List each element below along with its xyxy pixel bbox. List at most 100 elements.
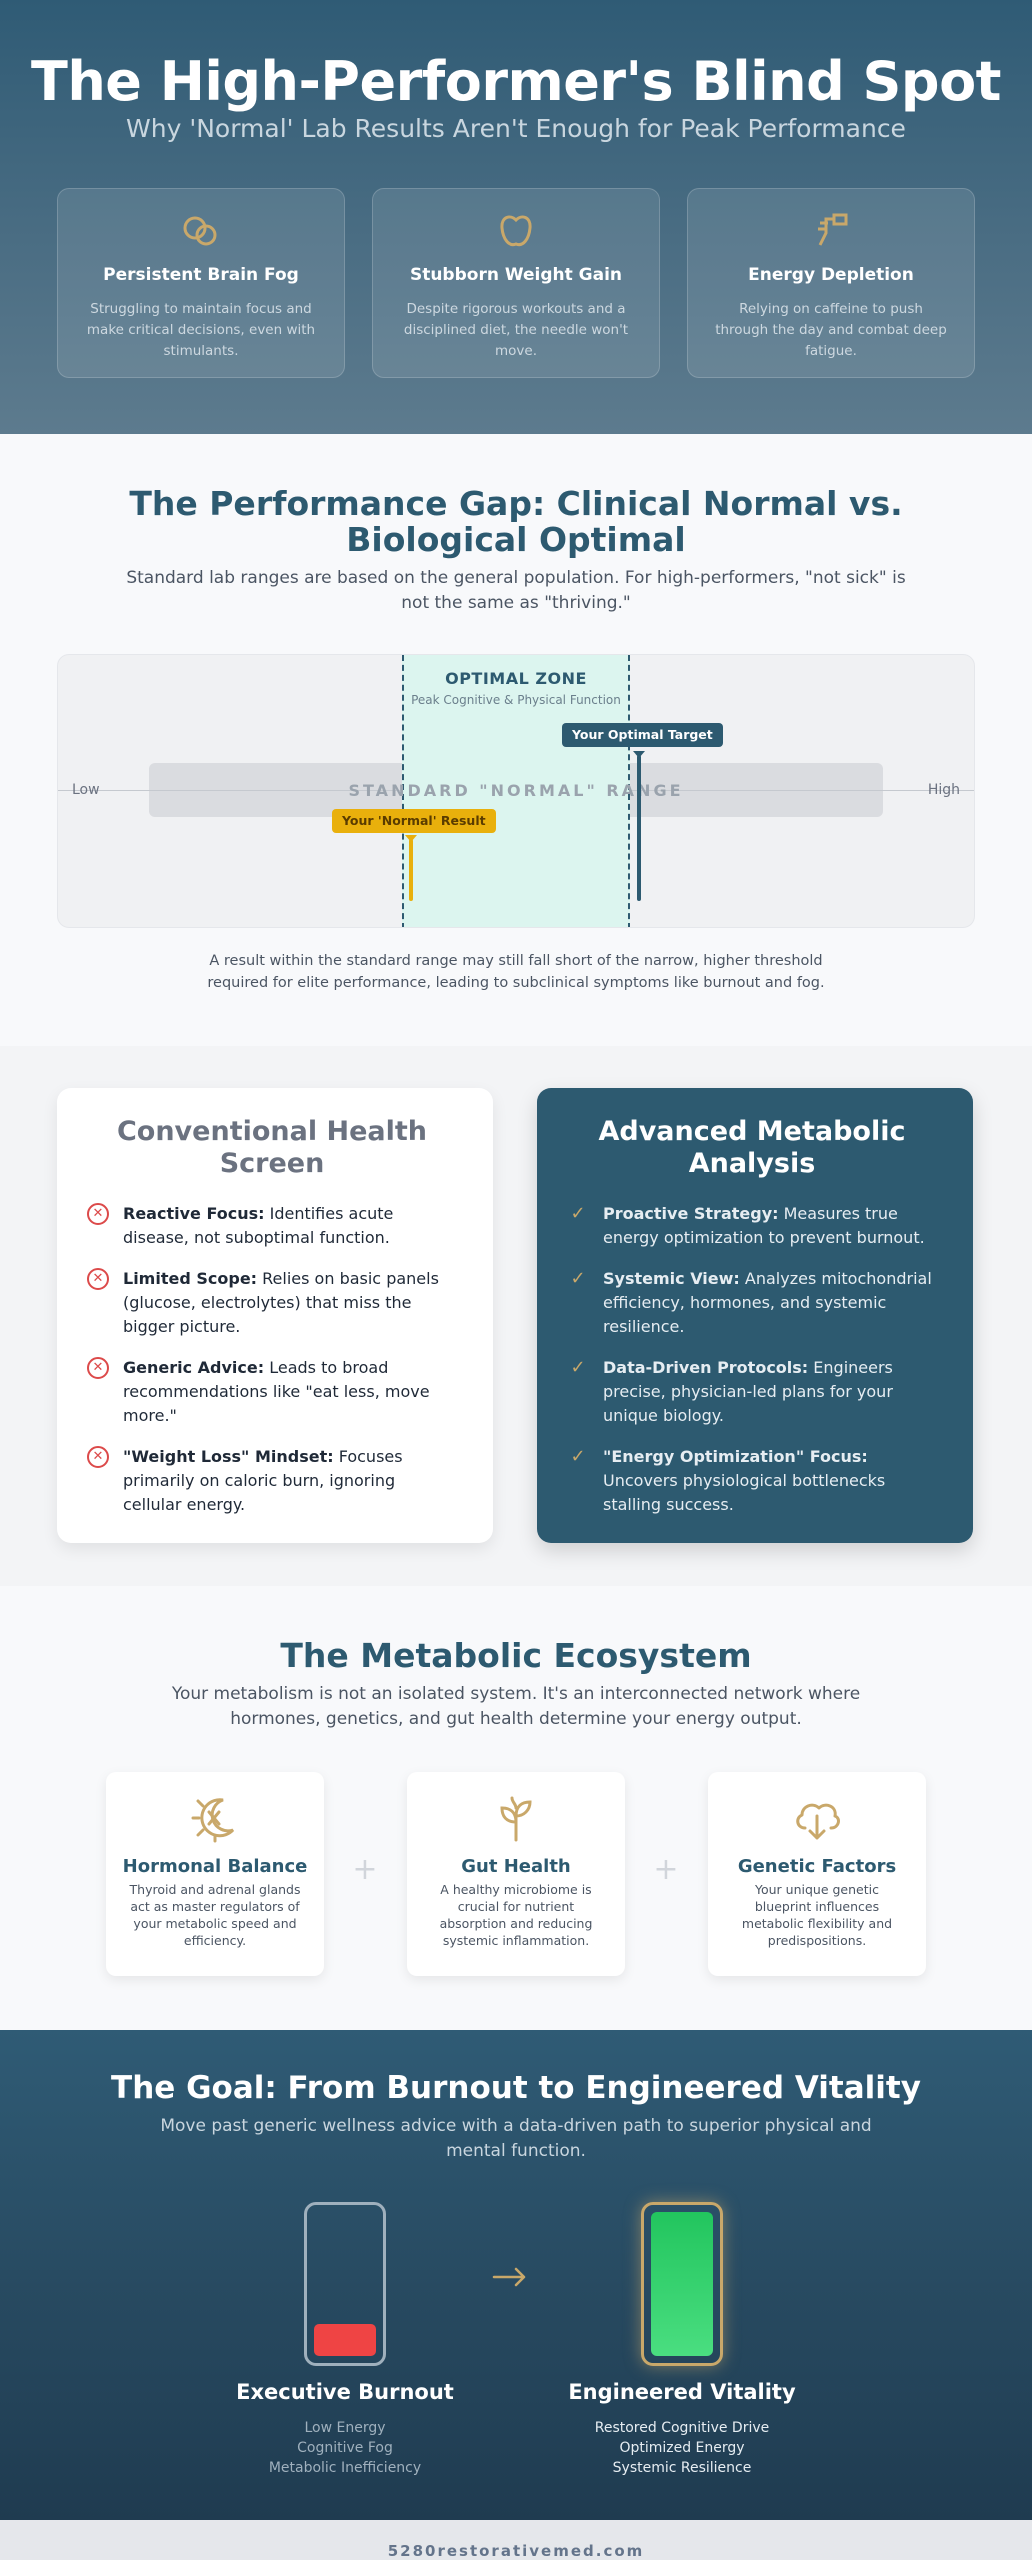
hero-subtitle: Why 'Normal' Lab Results Aren't Enough f…: [126, 114, 906, 143]
conventional-screen-panel: Conventional Health Screen ✕ Reactive Foc…: [57, 1088, 493, 1543]
symptom-card-title: Stubborn Weight Gain: [409, 265, 623, 285]
gap-caption: A result within the standard range may s…: [207, 953, 825, 991]
standard-range-label: STANDARD "NORMAL" RANGE: [348, 781, 684, 800]
item-heading: "Energy Optimization" Focus:: [603, 1447, 868, 1466]
battery-fill-full: [651, 2212, 713, 2356]
ecosystem-card-title: Genetic Factors: [737, 1856, 897, 1877]
sun-moon-icon: [189, 1792, 241, 1844]
normal-result-label: Your 'Normal' Result: [332, 809, 496, 833]
optimal-zone: OPTIMAL ZONE Peak Cognitive & Physical F…: [402, 655, 630, 927]
vitality-line: Restored Cognitive Drive: [594, 2420, 770, 2436]
symptom-card-title: Energy Depletion: [748, 265, 914, 285]
list-item: ✓ "Energy Optimization" Focus: Uncovers p…: [567, 1445, 937, 1517]
item-text: Focuses primarily on caloric burn, ignor…: [123, 1447, 403, 1514]
list-item: ✓ Proactive Strategy: Measures true energ…: [567, 1202, 937, 1250]
check-icon: ✓: [570, 1268, 586, 1289]
symptom-card-text: Despite rigorous workouts and a discipli…: [403, 301, 629, 359]
list-item: ✕ Generic Advice: Leads to broad recommen…: [87, 1356, 457, 1428]
optimal-zone-subtitle: Peak Cognitive & Physical Function: [411, 693, 621, 707]
ecosystem-card-genetic: Genetic Factors Your unique genetic blue…: [708, 1772, 926, 1976]
item-heading: Data-Driven Protocols:: [603, 1358, 809, 1377]
x-circle-icon: ✕: [87, 1268, 109, 1290]
item-heading: Systemic View:: [603, 1269, 740, 1288]
ecosystem-card-text: A healthy microbiome is crucial for nutr…: [439, 1882, 593, 1948]
x-circle-icon: ✕: [87, 1357, 109, 1379]
symptom-cards: Persistent Brain Fog Struggling to maint…: [57, 188, 975, 378]
conventional-title: Conventional Health Screen: [116, 1116, 428, 1179]
apple-icon: [495, 211, 537, 251]
normal-result-marker: [409, 839, 413, 901]
list-item: ✕ "Weight Loss" Mindset: Focuses primaril…: [87, 1445, 457, 1517]
list-item: ✕ Limited Scope: Relies on basic panels (…: [87, 1267, 457, 1339]
vitality-benefits: Restored Cognitive Drive Optimized Energ…: [532, 2418, 832, 2478]
check-icon: ✓: [570, 1446, 586, 1467]
item-text: Analyzes mitochondrial efficiency, hormo…: [603, 1269, 932, 1336]
check-icon: ✓: [570, 1357, 586, 1378]
plus-icon: +: [653, 1852, 679, 1887]
burnout-line: Metabolic Inefficiency: [268, 2460, 422, 2476]
item-heading: "Weight Loss" Mindset:: [123, 1447, 334, 1466]
normal-result-pointer: [405, 835, 417, 842]
metabolic-ecosystem-section: The Metabolic Ecosystem Your metabolism …: [0, 1586, 1032, 2030]
vitality-line: Systemic Resilience: [612, 2460, 752, 2476]
hero-section: The High-Performer's Blind Spot Why 'Nor…: [0, 0, 1032, 434]
cloud-download-icon: [791, 1792, 843, 1844]
arrow-right-icon: [490, 2262, 530, 2292]
item-text: Identifies acute disease, not suboptimal…: [123, 1204, 394, 1247]
item-heading: Reactive Focus:: [123, 1204, 265, 1223]
symptom-card-text: Struggling to maintain focus and make cr…: [86, 301, 316, 359]
goal-description: Move past generic wellness advice with a…: [160, 2116, 872, 2161]
footer-website-link[interactable]: 5280restorativemed.com: [387, 2542, 645, 2560]
list-item: ✕ Reactive Focus: Identifies acute diseas…: [87, 1202, 457, 1250]
optimal-target-pointer: [633, 751, 645, 758]
advanced-list: ✓ Proactive Strategy: Measures true energ…: [567, 1202, 937, 1517]
full-battery-icon: [641, 2202, 723, 2366]
gap-title: The Performance Gap: Clinical Normal vs.…: [129, 484, 903, 559]
check-icon: ✓: [570, 1203, 586, 1224]
list-item: ✓ Data-Driven Protocols: Engineers precis…: [567, 1356, 937, 1428]
optimal-target-marker: [637, 755, 641, 901]
ecosystem-card-hormonal: Hormonal Balance Thyroid and adrenal gla…: [106, 1772, 324, 1976]
plus-icon: +: [352, 1852, 378, 1887]
battery-fill-low: [314, 2324, 376, 2356]
sprout-icon: [490, 1792, 542, 1844]
x-circle-icon: ✕: [87, 1446, 109, 1468]
item-heading: Proactive Strategy:: [603, 1204, 779, 1223]
item-heading: Limited Scope:: [123, 1269, 258, 1288]
advanced-title: Advanced Metabolic Analysis: [598, 1116, 906, 1179]
conventional-list: ✕ Reactive Focus: Identifies acute diseas…: [87, 1202, 457, 1517]
goal-section: The Goal: From Burnout to Engineered Vit…: [0, 2030, 1032, 2520]
item-text: Measures true energy optimization to pre…: [603, 1204, 925, 1247]
low-battery-icon: [304, 2202, 386, 2366]
ecosystem-description: Your metabolism is not an isolated syste…: [171, 1684, 861, 1729]
burnout-line: Cognitive Fog: [297, 2440, 393, 2456]
ecosystem-card-text: Thyroid and adrenal glands act as master…: [129, 1882, 301, 1948]
axis-high-label: High: [927, 782, 960, 798]
item-text: Uncovers physiological bottlenecks stall…: [603, 1471, 886, 1514]
brain-icon: [180, 211, 222, 251]
x-circle-icon: ✕: [87, 1203, 109, 1225]
item-text: Relies on basic panels (glucose, electro…: [123, 1269, 439, 1336]
range-chart: OPTIMAL ZONE Peak Cognitive & Physical F…: [57, 654, 975, 928]
vitality-title: Engineered Vitality: [568, 2380, 796, 2404]
list-item: ✓ Systemic View: Analyzes mitochondrial e…: [567, 1267, 937, 1339]
symptom-card-brain-fog: Persistent Brain Fog Struggling to maint…: [57, 188, 345, 378]
burnout-title: Executive Burnout: [236, 2380, 454, 2404]
burnout-symptoms: Low Energy Cognitive Fog Metabolic Ineff…: [195, 2418, 495, 2478]
ecosystem-card-title: Hormonal Balance: [122, 1856, 308, 1877]
optimal-zone-title: OPTIMAL ZONE: [445, 669, 587, 688]
symptom-card-energy-depletion: Energy Depletion Relying on caffeine to …: [687, 188, 975, 378]
ecosystem-card-text: Your unique genetic blueprint influences…: [741, 1882, 893, 1948]
performance-gap-section: The Performance Gap: Clinical Normal vs.…: [0, 434, 1032, 1046]
item-text: Leads to broad recommendations like "eat…: [123, 1358, 430, 1425]
symptom-card-text: Relying on caffeine to push through the …: [715, 301, 947, 359]
ecosystem-card-title: Gut Health: [461, 1856, 571, 1877]
item-heading: Generic Advice:: [123, 1358, 265, 1377]
hero-title: The High-Performer's Blind Spot: [31, 50, 1002, 113]
optimal-target-label: Your Optimal Target: [562, 723, 723, 747]
burnout-line: Low Energy: [304, 2420, 386, 2436]
footer: 5280restorativemed.com: [0, 2520, 1032, 2560]
ecosystem-title: The Metabolic Ecosystem: [280, 1636, 752, 1675]
vitality-line: Optimized Energy: [619, 2440, 745, 2456]
